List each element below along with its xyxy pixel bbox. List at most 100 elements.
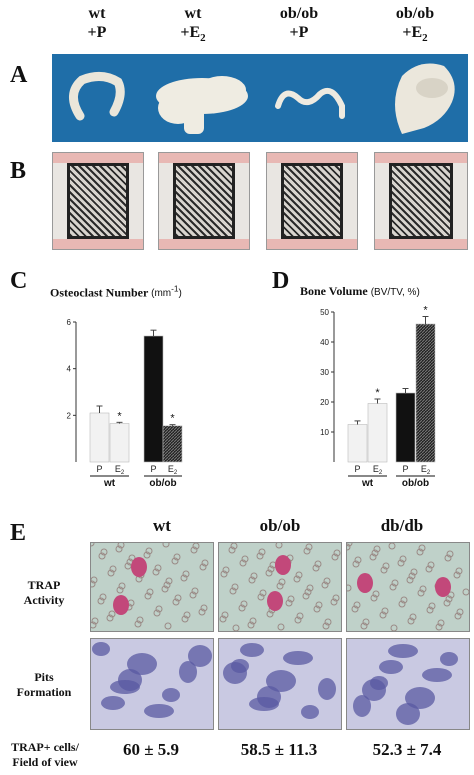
cell [109,565,117,573]
cell [100,548,108,556]
cell [163,581,171,589]
cell [379,611,387,619]
uterus-photos [69,63,455,134]
cell [145,547,153,555]
resorption-pit [405,687,435,709]
pits-micrograph [92,642,212,718]
cell [222,566,230,574]
uterus-wt-p [69,72,125,121]
cell [275,543,283,549]
row-label-line2: Formation [16,685,72,699]
bar [162,425,183,463]
column-header-wt-e2: wt +E2 [148,4,238,48]
cell [115,545,123,553]
resorption-pit [127,653,157,675]
cell [302,592,310,600]
column-header-line2: +E2 [370,23,460,48]
cell [400,596,408,604]
resorption-pit [266,670,296,692]
cell [347,543,353,547]
cell [276,582,284,590]
cell [296,612,304,620]
cell [389,583,397,591]
bone-section-obob-e2 [374,152,468,250]
cell [453,571,461,579]
bar [395,392,416,463]
cell [418,544,426,552]
cell [372,590,380,598]
trap-count-obob: 58.5 ± 11.3 [240,740,318,759]
cell [347,584,352,592]
cell [351,605,359,613]
cell [446,550,454,558]
growth-plate [267,239,357,249]
category-label: E2 [373,464,383,476]
chart-title-text: Osteoclast Number [50,285,149,300]
cell [322,622,330,630]
cell [277,623,285,631]
trap-image-dbdb [346,542,470,632]
cell [444,554,452,562]
category-label: E2 [421,464,431,476]
cell [161,585,169,593]
trap-micrograph [91,543,209,630]
trabecular-bone [173,163,235,239]
cell [128,554,136,562]
row-label-line1: TRAP+ cells/ [11,740,79,754]
column-header-treatment: +E [402,24,423,41]
cell [397,559,405,567]
bone-section-obob-p [266,152,358,250]
growth-plate [159,239,249,249]
trabecular-bone [281,163,343,239]
panel-label-d: D [272,268,290,294]
resorption-pit [283,651,313,665]
y-tick-label: 50 [320,308,329,317]
row-label-trap-count: TRAP+ cells/ Field of view [0,740,90,770]
chart-unit-close: ) [178,288,182,300]
bar [415,323,436,463]
bar [109,423,130,463]
cell [380,566,388,574]
trabecular-bone [389,163,453,239]
cell [388,543,396,550]
cell [98,552,106,560]
y-tick-label: 6 [67,318,72,327]
y-tick-label: 4 [67,365,72,374]
growth-plate [53,153,143,163]
resorption-pit [353,695,371,717]
cell [456,608,464,616]
cell [108,610,116,618]
cell [181,615,189,623]
cell [425,565,433,573]
cell [192,543,200,550]
cell [91,621,97,629]
cell [229,587,237,595]
cell [165,577,173,585]
cell [198,608,206,616]
cell [369,553,377,561]
cell [462,588,469,596]
y-tick-label: 30 [320,368,329,377]
column-header-obob-e2: ob/ob +E2 [370,4,460,48]
cell [256,552,264,560]
cell [143,551,151,559]
cell [118,582,126,590]
cell [443,599,451,607]
pits-micrograph [223,643,336,719]
cell [362,618,370,626]
cell [154,564,162,572]
cell [398,600,406,608]
row-label-trap-activity: TRAP Activity [4,578,84,608]
cell [406,576,414,584]
organ-photo-strip [52,54,468,142]
significance-star: * [423,305,428,317]
resorption-pit [240,643,264,657]
row-label-pits-formation: Pits Formation [4,670,84,700]
bone-section-wt-e2 [158,152,250,250]
trap-micrograph [347,543,469,631]
cell [265,569,273,577]
cell [173,553,181,561]
column-header-obob-p: ob/ob +P [254,4,344,42]
cell [241,555,249,563]
column-header-line2: +P [52,23,142,42]
